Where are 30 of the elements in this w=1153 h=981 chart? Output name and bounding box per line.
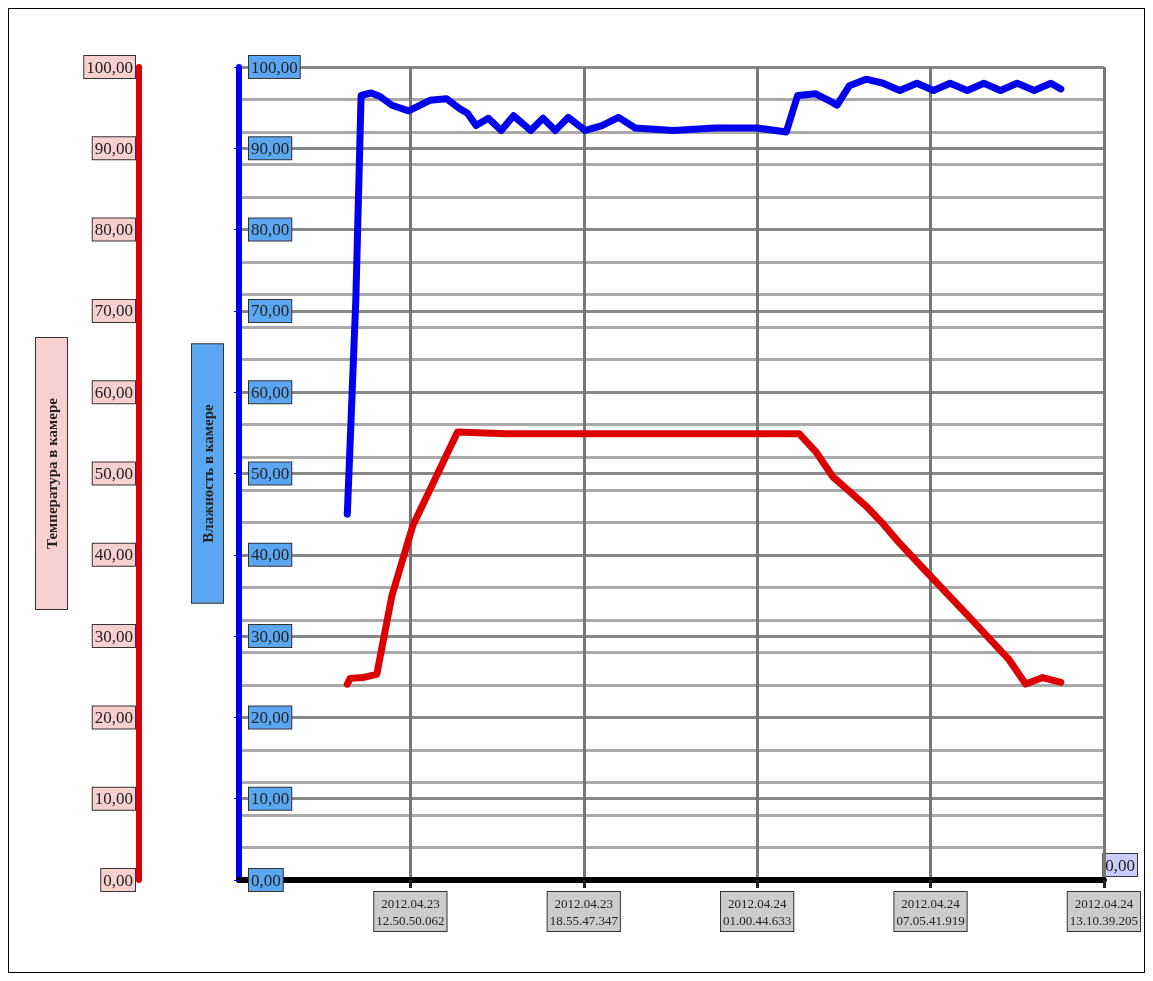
y-axis-title: Температура в камере <box>43 397 60 549</box>
y-tick-label: 40,00 <box>94 545 133 565</box>
y2-tick-label: 90,00 <box>251 138 290 158</box>
y2-tick-label: 60,00 <box>251 382 290 402</box>
y2-tick-label: 10,00 <box>251 789 290 809</box>
y-tick-label: 30,00 <box>94 626 133 646</box>
y2-tick-label: 70,00 <box>251 301 290 321</box>
y-tick-label: 20,00 <box>94 707 133 727</box>
y-tick-label: 60,00 <box>94 382 133 402</box>
x-tick-label: 2012.04.23 12.50.50.062 <box>376 896 445 928</box>
x-tick-label: 2012.04.23 18.55.47.347 <box>549 896 619 928</box>
y-tick-label: 70,00 <box>94 301 133 321</box>
y2-tick-label: 30,00 <box>251 626 290 646</box>
y2-axis-title: Влажность в камере <box>199 404 216 543</box>
y2-tick-label: 100,00 <box>251 57 298 77</box>
y2-tick-label: 40,00 <box>251 545 290 565</box>
y-tick-label: 80,00 <box>94 220 133 240</box>
text: 0,00 <box>1105 856 1135 875</box>
y-tick-label: 100,00 <box>86 57 133 77</box>
y-tick-label: 50,00 <box>94 464 133 483</box>
x-tick-label: 2012.04.24 13.10.39.205 <box>1069 896 1138 928</box>
y2-tick-label: 20,00 <box>251 707 290 727</box>
y2-tick-label: 50,00 <box>251 464 290 483</box>
x-tick-label: 2012.04.24 07.05.41.919 <box>896 896 965 928</box>
x-tick-label: 2012.04.24 01.00.44.633 <box>723 896 792 928</box>
y2-tick-label: 0,00 <box>251 870 281 890</box>
y-tick-label: 0,00 <box>103 870 133 890</box>
y-tick-label: 90,00 <box>94 138 133 158</box>
y2-tick-label: 80,00 <box>251 220 290 240</box>
y-tick-label: 10,00 <box>94 789 133 809</box>
